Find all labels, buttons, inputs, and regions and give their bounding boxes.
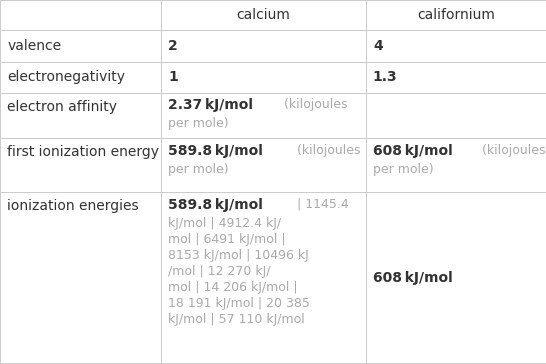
Text: californium: californium	[417, 8, 495, 22]
Bar	[0, 0, 161, 30]
Text: electronegativity: electronegativity	[7, 70, 125, 84]
Bar	[161, 62, 366, 93]
Bar	[161, 93, 366, 138]
Bar	[0, 30, 161, 62]
Text: 4: 4	[373, 39, 383, 53]
Text: per mole): per mole)	[168, 163, 229, 176]
Bar	[161, 138, 366, 192]
Bar	[366, 30, 546, 62]
Bar	[161, 0, 366, 30]
Text: per mole): per mole)	[373, 163, 434, 176]
Bar	[366, 93, 546, 138]
Text: (kilojoules: (kilojoules	[280, 99, 348, 111]
Text: 1: 1	[168, 70, 178, 84]
Text: electron affinity: electron affinity	[7, 100, 117, 114]
Bar	[0, 62, 161, 93]
Text: valence: valence	[7, 39, 61, 53]
Text: | 1145.4: | 1145.4	[293, 198, 348, 211]
Text: (kilojoules: (kilojoules	[478, 144, 545, 157]
Text: 608 kJ/mol: 608 kJ/mol	[373, 144, 453, 158]
Text: ionization energies: ionization energies	[7, 199, 139, 213]
Bar	[366, 192, 546, 363]
Text: 1.3: 1.3	[373, 70, 397, 84]
Bar	[366, 138, 546, 192]
Text: per mole): per mole)	[168, 117, 229, 130]
Bar	[0, 192, 161, 363]
Text: 589.8 kJ/mol: 589.8 kJ/mol	[168, 198, 263, 212]
Bar	[366, 0, 546, 30]
Text: (kilojoules: (kilojoules	[293, 144, 360, 157]
Text: 2: 2	[168, 39, 178, 53]
Bar	[161, 192, 366, 363]
Text: 608 kJ/mol: 608 kJ/mol	[373, 271, 453, 285]
Text: 2.37 kJ/mol: 2.37 kJ/mol	[168, 99, 253, 112]
Bar	[0, 138, 161, 192]
Text: 589.8 kJ/mol: 589.8 kJ/mol	[168, 144, 263, 158]
Text: first ionization energy: first ionization energy	[7, 145, 159, 159]
Bar	[0, 93, 161, 138]
Text: calcium: calcium	[236, 8, 290, 22]
Bar	[366, 62, 546, 93]
Bar	[161, 30, 366, 62]
Text: kJ/mol | 4912.4 kJ/
mol | 6491 kJ/mol |
8153 kJ/mol | 10496 kJ
/mol | 12 270 kJ/: kJ/mol | 4912.4 kJ/ mol | 6491 kJ/mol | …	[168, 217, 310, 326]
